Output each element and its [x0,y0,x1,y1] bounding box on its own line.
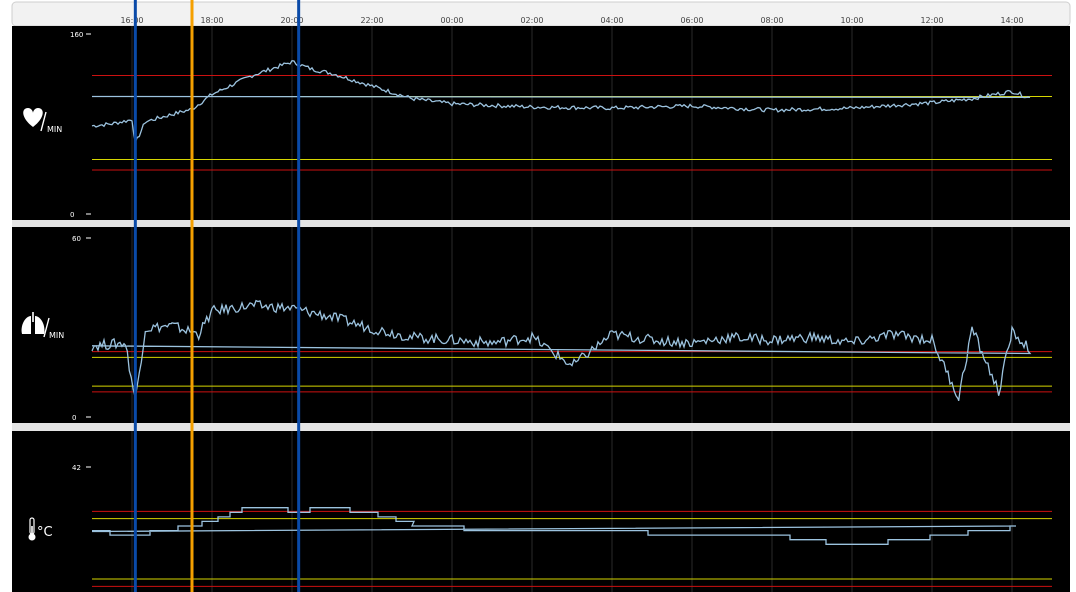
time-tick-label: 06:00 [680,16,703,25]
lungs-icon [21,312,45,334]
temperature-panel: 42 °C [12,431,1070,592]
time-tick-label: 18:00 [200,16,223,25]
time-tick-label: 10:00 [840,16,863,25]
heart-rate-trace [91,59,1031,145]
panel-divider [12,220,1070,227]
heart-rate-y-min-label: 0 [70,211,74,219]
time-tick-label: 22:00 [360,16,383,25]
heart-rate-panel: 160 0 MIN [12,26,1070,220]
temperature-trace [91,507,1017,545]
respiration-unit: MIN [49,331,64,340]
respiration-limits [92,351,1052,393]
respiration-y-max-label: 60 [72,235,81,243]
time-tick-label: 14:00 [1000,16,1023,25]
temperature-y-max-label: 42 [72,464,81,472]
respiration-panel-bg [12,227,1070,423]
heart-rate-grid [131,26,1013,220]
respiration-grid [131,227,1013,423]
panel-divider [12,423,1070,431]
time-tick-label: 04:00 [600,16,623,25]
time-tick-label: 08:00 [760,16,783,25]
heart-rate-unit: MIN [47,125,62,134]
time-axis: 16:00 18:00 20:00 22:00 00:00 02:00 04:00 06:00… [120,16,1023,25]
temperature-unit: °C [37,525,53,540]
heart-icon [23,108,43,127]
heart-rate-y-max-label: 160 [70,31,83,39]
respiration-y-min-label: 0 [72,414,76,422]
respiration-panel: 60 0 MIN [12,227,1070,423]
time-tick-label: 16:00 [120,16,143,25]
time-tick-label: 12:00 [920,16,943,25]
time-markers [133,0,301,592]
time-tick-label: 20:00 [280,16,303,25]
time-tick-label: 02:00 [520,16,543,25]
heart-rate-panel-bg [12,26,1070,220]
respiration-trace [91,299,1032,401]
time-tick-label: 00:00 [440,16,463,25]
temperature-limits [92,510,1052,587]
thermometer-icon [28,517,36,541]
